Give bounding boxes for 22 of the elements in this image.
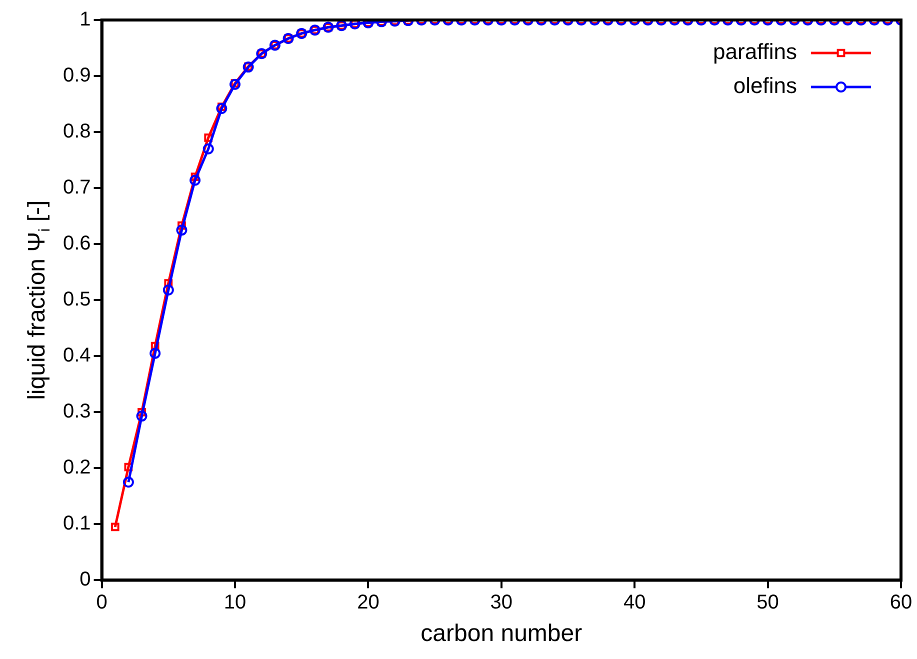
x-tick-label: 0: [96, 592, 108, 614]
y-tick-label: 0.1: [62, 512, 91, 535]
y-tick-label: 0.3: [62, 400, 91, 423]
y-tick-label: 0.4: [62, 344, 91, 367]
y-tick-label: 0.9: [62, 64, 91, 87]
y-tick-label: 0.2: [62, 456, 91, 479]
y-tick-label: 0.8: [62, 120, 91, 143]
y-tick-label: 0: [80, 568, 91, 591]
legend-label: paraffins: [713, 39, 797, 64]
legend-label: olefins: [733, 73, 797, 98]
y-tick-label: 0.6: [62, 232, 91, 255]
x-tick-label: 40: [623, 592, 646, 614]
y-tick-label: 0.5: [62, 288, 91, 311]
x-tick-label: 60: [890, 592, 912, 614]
y-axis-title: liquid fraction Ψi [-]: [24, 200, 54, 400]
y-tick-label: 1: [80, 8, 91, 31]
x-tick-label: 50: [756, 592, 779, 614]
x-tick-label: 10: [224, 592, 246, 614]
x-tick-label: 30: [490, 592, 513, 614]
y-tick-label: 0.7: [62, 176, 91, 199]
x-axis-title: carbon number: [420, 620, 582, 648]
x-tick-label: 20: [357, 592, 380, 614]
